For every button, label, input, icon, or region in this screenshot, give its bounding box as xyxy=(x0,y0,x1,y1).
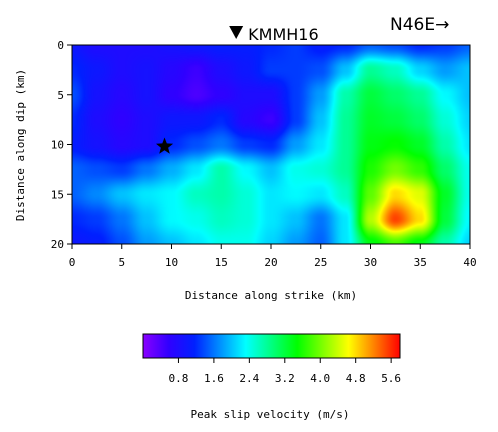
y-axis-ticks: 0 5 10 15 20 xyxy=(51,39,72,251)
colorbar-tick-label: 5.6 xyxy=(381,372,401,385)
colorbar-ticks: 0.8 1.6 2.4 3.2 4.0 4.8 5.6 xyxy=(169,358,401,385)
x-tick-label: 40 xyxy=(463,256,476,269)
colorbar-label: Peak slip velocity (m/s) xyxy=(191,408,350,421)
heatmap-canvas xyxy=(72,45,470,244)
x-axis-label: Distance along strike (km) xyxy=(185,289,357,302)
heatmap-image-wrapper xyxy=(72,45,470,244)
colorbar-tick-label: 0.8 xyxy=(169,372,189,385)
station-label: KMMH16 xyxy=(248,25,318,44)
y-axis-label: Distance along dip (km) xyxy=(14,69,27,221)
y-tick-label: 5 xyxy=(57,89,64,102)
x-tick-label: 0 xyxy=(69,256,76,269)
colorbar: 0.8 1.6 2.4 3.2 4.0 4.8 5.6 Peak slip velocity… xyxy=(142,333,401,421)
heatmap-plot-area xyxy=(72,45,470,244)
x-tick-label: 10 xyxy=(165,256,178,269)
x-tick-label: 30 xyxy=(364,256,377,269)
x-tick-label: 25 xyxy=(314,256,327,269)
x-tick-label: 5 xyxy=(118,256,125,269)
x-tick-label: 20 xyxy=(264,256,277,269)
y-tick-label: 20 xyxy=(51,238,64,251)
station-triangle-icon xyxy=(229,26,244,39)
colorbar-gradient xyxy=(142,333,401,359)
colorbar-tick-label: 4.0 xyxy=(310,372,330,385)
x-tick-label: 15 xyxy=(215,256,228,269)
y-tick-label: 0 xyxy=(57,39,64,52)
colorbar-tick-label: 1.6 xyxy=(204,372,224,385)
colorbar-tick-label: 2.4 xyxy=(239,372,259,385)
y-tick-label: 10 xyxy=(51,139,64,152)
direction-label: N46E→ xyxy=(390,15,449,35)
x-tick-label: 35 xyxy=(414,256,427,269)
y-tick-label: 15 xyxy=(51,188,64,201)
colorbar-tick-label: 4.8 xyxy=(346,372,366,385)
x-axis-ticks: 0 5 10 15 20 25 30 35 40 xyxy=(69,244,477,269)
colorbar-tick-label: 3.2 xyxy=(275,372,295,385)
station-annotation: KMMH16 xyxy=(229,25,319,44)
hypocenter-star-icon xyxy=(156,137,174,154)
